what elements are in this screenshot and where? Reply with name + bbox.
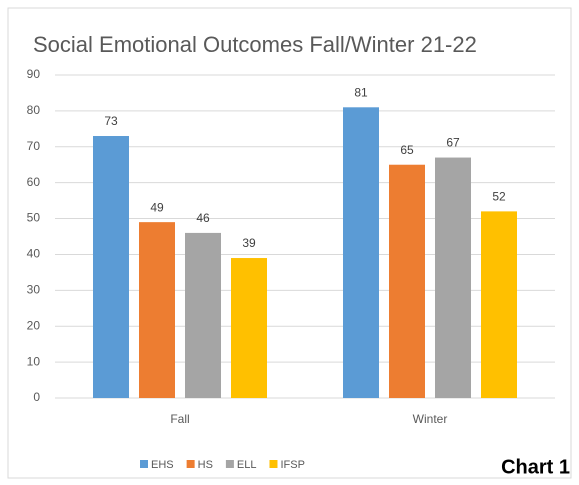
bar	[481, 211, 517, 398]
data-label: 46	[196, 211, 210, 225]
x-tick-label: Fall	[170, 412, 189, 426]
bar	[231, 258, 267, 398]
y-tick-label: 40	[27, 247, 41, 261]
bar	[139, 222, 175, 398]
legend-label: HS	[198, 459, 213, 471]
y-tick-label: 70	[27, 139, 41, 153]
x-tick-label: Winter	[413, 412, 448, 426]
legend-swatch	[186, 460, 195, 468]
legend-label: EHS	[151, 459, 174, 471]
bar	[185, 232, 221, 398]
chart-caption: Chart 1	[501, 456, 570, 478]
y-tick-label: 80	[27, 103, 41, 117]
y-tick-label: 30	[27, 283, 41, 297]
chart-title: Social Emotional Outcomes Fall/Winter 21…	[33, 32, 477, 57]
bar	[389, 164, 425, 398]
y-tick-label: 0	[33, 390, 40, 404]
y-tick-label: 50	[27, 211, 41, 225]
data-label: 67	[446, 136, 460, 150]
legend-swatch	[140, 460, 148, 468]
data-label: 39	[242, 236, 256, 250]
y-tick-label: 20	[27, 318, 41, 332]
legend-swatch	[269, 460, 278, 468]
data-label: 52	[492, 190, 506, 204]
data-label: 65	[400, 143, 414, 157]
data-label: 73	[104, 114, 118, 128]
bar	[435, 157, 471, 398]
bar	[93, 136, 129, 398]
legend-label: ELL	[237, 459, 257, 471]
legend-label: IFSP	[280, 459, 304, 471]
y-tick-label: 10	[27, 354, 41, 368]
data-label: 49	[150, 200, 164, 214]
bar	[343, 107, 379, 399]
y-tick-label: 60	[27, 175, 41, 189]
data-label: 81	[354, 85, 368, 99]
y-tick-label: 90	[27, 67, 41, 81]
legend-swatch	[225, 460, 234, 468]
